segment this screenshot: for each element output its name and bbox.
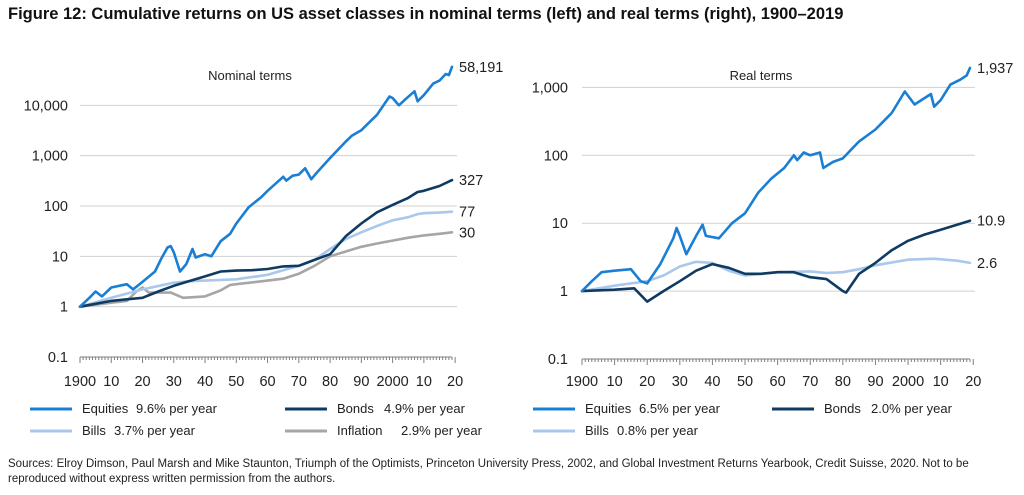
figure-title: Figure 12: Cumulative returns on US asse… [8,5,844,23]
nominal-legend-name-inflation: Inflation [337,423,383,438]
real-bonds-end-label: 10.9 [977,214,1005,230]
nominal-bills-end-label: 77 [459,205,475,221]
real-bonds-line [580,219,972,303]
real-legend-rate-equities: 6.5% per year [639,401,721,416]
real-x-tick-label: 90 [867,374,883,390]
real-x-tick-label: 30 [672,374,688,390]
nominal-y-tick-label: 100 [44,199,68,215]
real-y-tick-label: 1 [560,284,568,300]
real-x-tick-label: 20 [965,374,981,390]
real-x-tick-label: 70 [802,374,818,390]
nominal-x-tick-label: 70 [291,374,307,390]
real-x-tick-label: 2000 [892,374,924,390]
real-x-tick-label: 10 [933,374,949,390]
real-x-tick-label: 40 [704,374,720,390]
nominal-inflation-end-label: 30 [459,225,475,241]
real-x-tick-label: 60 [770,374,786,390]
real-x-tick-label: 20 [639,374,655,390]
real-x-tick-label: 10 [607,374,623,390]
nominal-equities-line [78,65,454,309]
real-y-tick-label: 10 [552,216,568,232]
nominal-x-tick-label: 20 [134,374,150,390]
nominal-inflation-line [78,231,454,309]
nominal-x-tick-label: 40 [197,374,213,390]
nominal-y-tick-label: 10 [52,249,68,265]
nominal-legend-rate-bonds: 4.9% per year [384,401,466,416]
nominal-x-tick-label: 10 [416,374,432,390]
real-y-tick-label: 1,000 [532,80,568,96]
source-note: Sources: Elroy Dimson, Paul Marsh and Mi… [8,458,969,485]
nominal-x-tick-label: 80 [322,374,338,390]
real-y-tick-label: 0.1 [548,352,568,368]
real-y-tick-label: 100 [544,148,568,164]
nominal-legend-rate-inflation: 2.9% per year [401,423,483,438]
real-legend-name-equities: Equities [585,401,632,416]
nominal-legend-rate-bills: 3.7% per year [114,423,196,438]
nominal-equities-end-label: 58,191 [459,60,503,76]
nominal-bills-line [78,210,454,309]
nominal-x-tick-label: 50 [228,374,244,390]
real-equities-end-label: 1,937 [977,61,1013,77]
real-bills-line [580,257,972,293]
nominal-y-tick-label: 10,000 [24,98,68,114]
real-panel-title: Real terms [730,68,793,83]
real-x-tick-label: 80 [835,374,851,390]
nominal-x-tick-label: 20 [447,374,463,390]
real-legend-rate-bills: 0.8% per year [617,423,699,438]
real-legend-name-bonds: Bonds [824,401,861,416]
real-bills-end-label: 2.6 [977,256,997,272]
real-legend-rate-bonds: 2.0% per year [871,401,953,416]
nominal-y-tick-label: 1 [60,300,68,316]
nominal-x-tick-label: 90 [353,374,369,390]
nominal-y-tick-label: 1,000 [32,149,68,165]
nominal-legend-name-bonds: Bonds [337,401,374,416]
nominal-x-tick-label: 30 [166,374,182,390]
real-legend-name-bills: Bills [585,423,609,438]
nominal-bonds-line [78,178,454,309]
nominal-bonds-end-label: 327 [459,173,483,189]
real-x-tick-label: 50 [737,374,753,390]
nominal-panel-title: Nominal terms [208,68,292,83]
nominal-x-tick-label: 2000 [376,374,408,390]
nominal-legend-name-bills: Bills [82,423,106,438]
nominal-y-tick-label: 0.1 [48,350,68,366]
real-x-tick-label: 1900 [566,374,598,390]
nominal-x-tick-label: 1900 [64,374,96,390]
nominal-legend-name-equities: Equities [82,401,129,416]
nominal-legend-rate-equities: 9.6% per year [136,401,218,416]
nominal-x-tick-label: 10 [103,374,119,390]
nominal-x-tick-label: 60 [259,374,275,390]
real-equities-line [580,66,972,293]
